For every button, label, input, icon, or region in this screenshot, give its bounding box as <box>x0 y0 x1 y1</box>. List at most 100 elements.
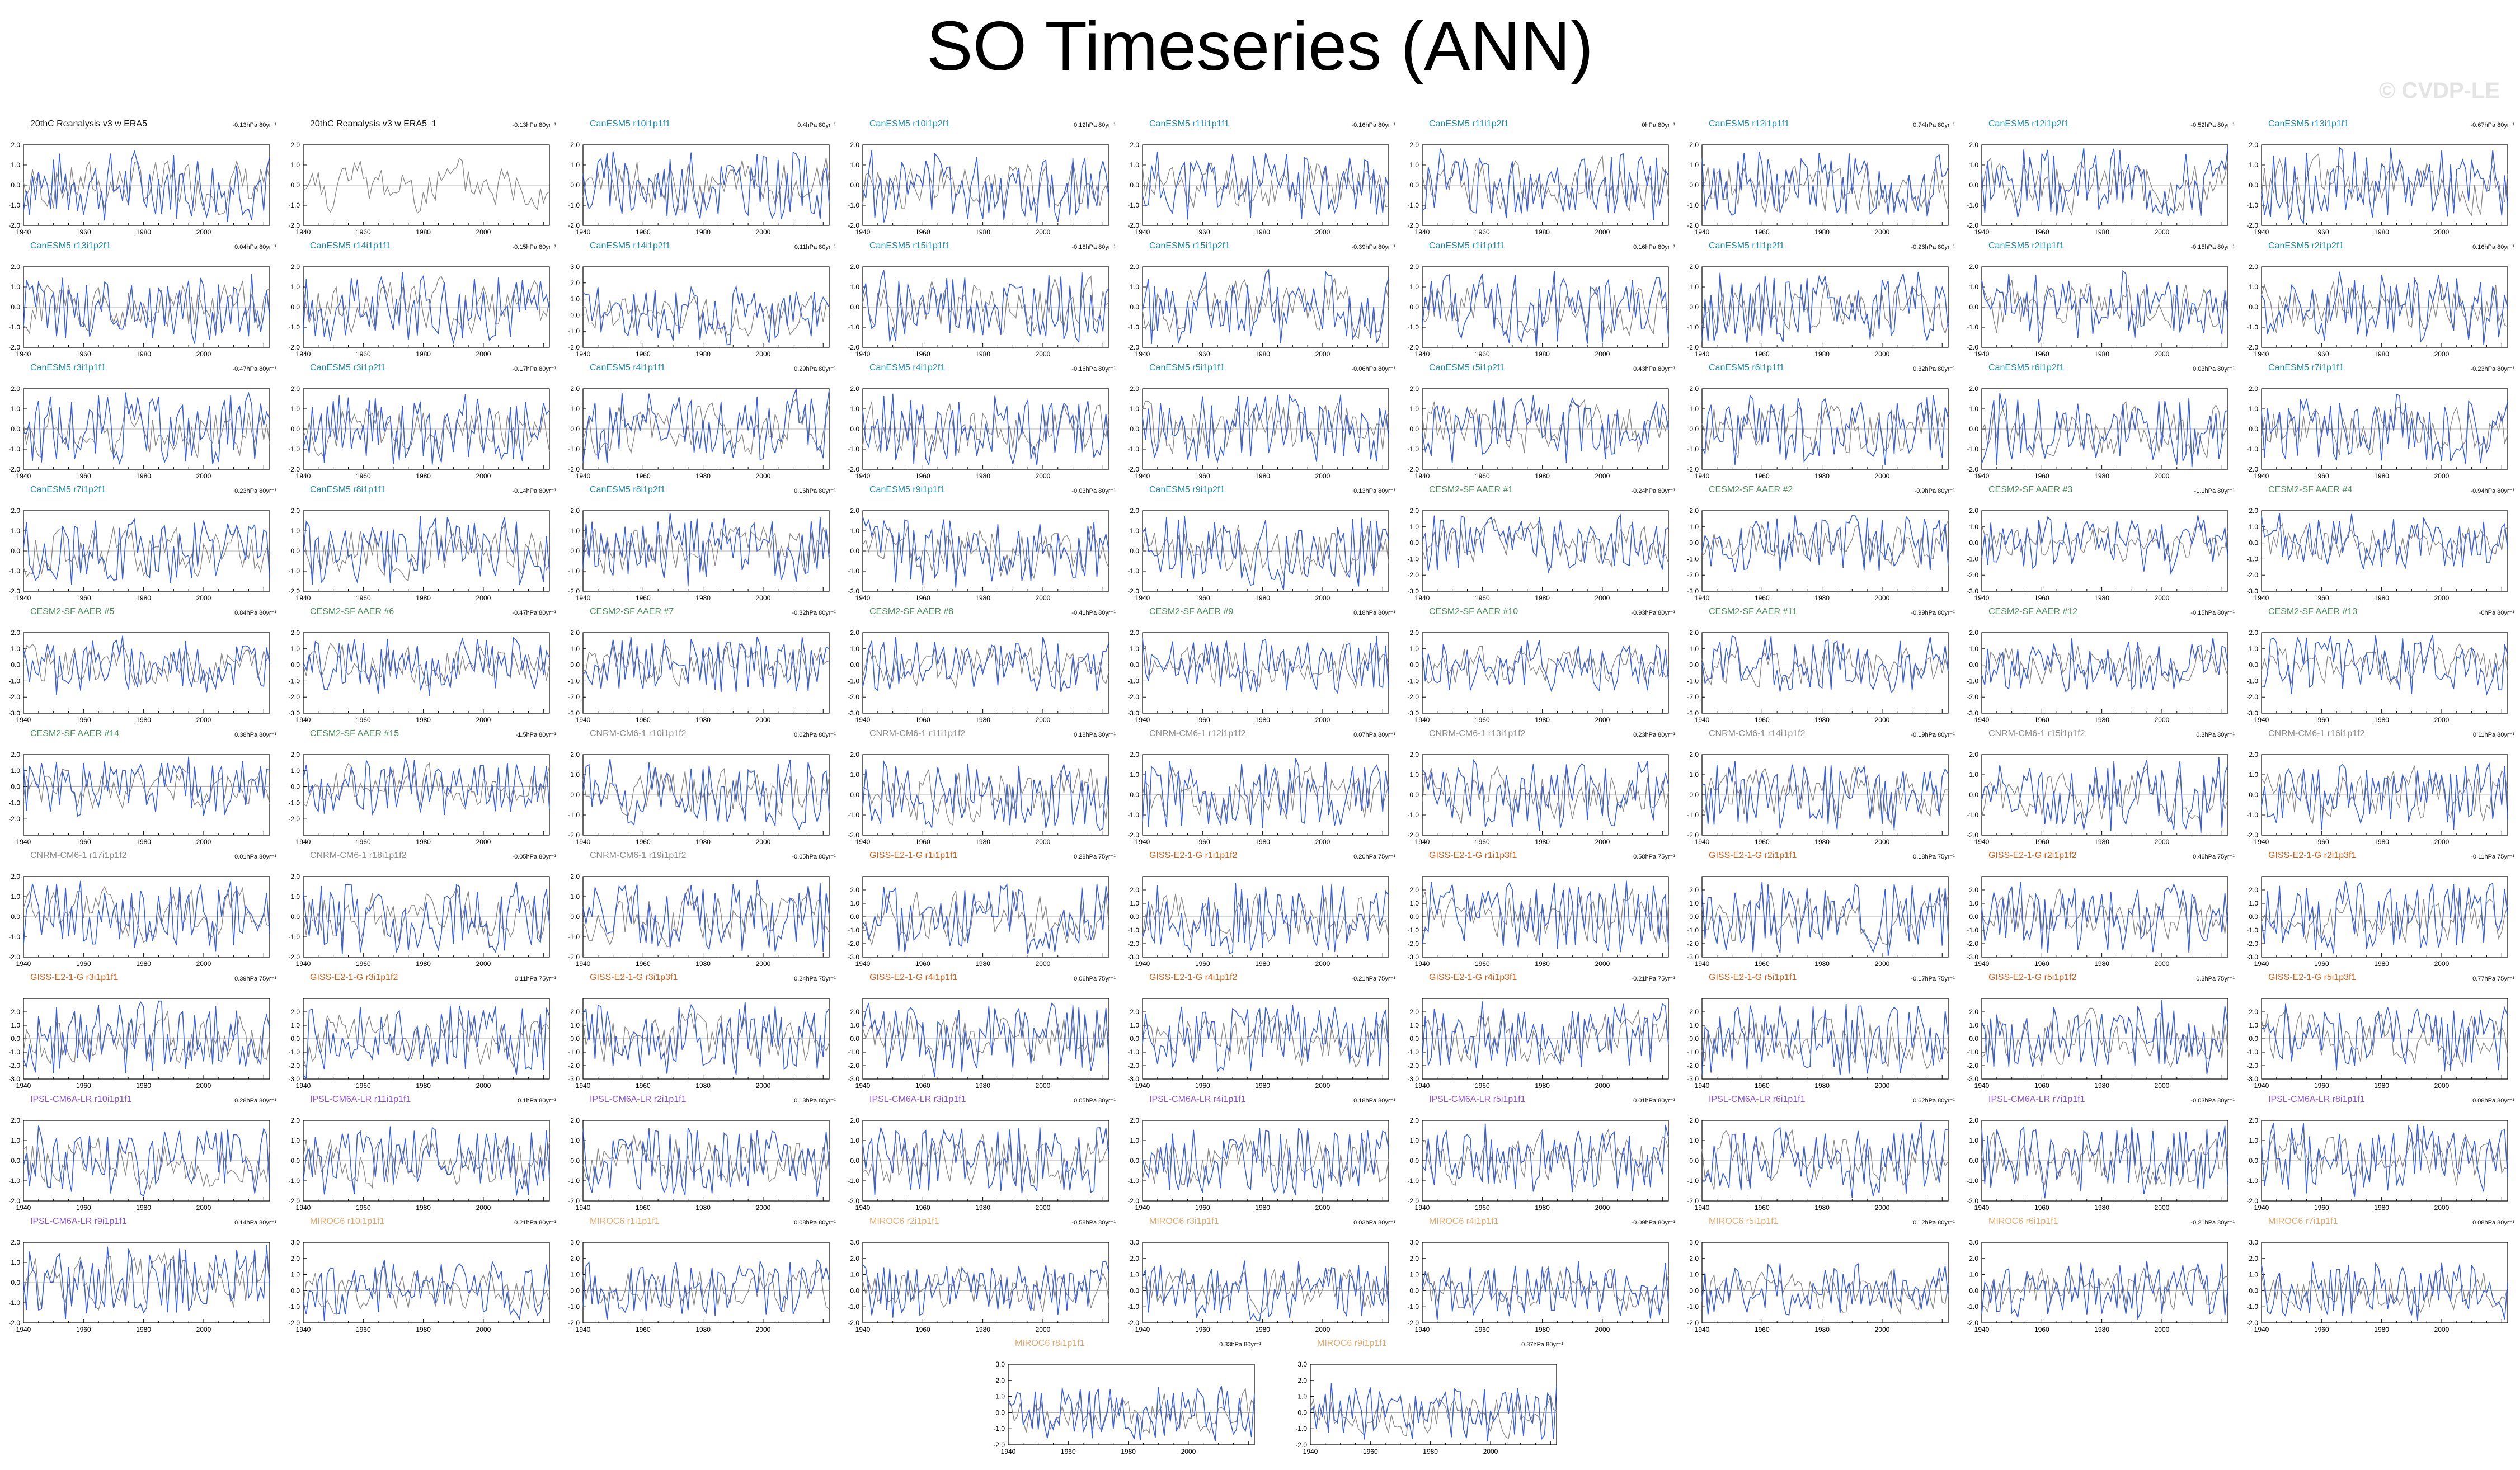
series-line-ensemble <box>1142 640 1389 690</box>
y-tick-label: -1.0 <box>1967 677 1978 685</box>
y-tick-label: -1.0 <box>1687 445 1699 453</box>
panel-trend: 0.1hPa 80yr⁻¹ <box>518 1097 556 1104</box>
series-line-member <box>1981 882 2228 953</box>
y-tick-label: -1.0 <box>8 933 20 941</box>
panel-trend: 0.08hPa 80yr⁻¹ <box>794 1219 836 1226</box>
y-tick-label: 3.0 <box>995 1360 1005 1368</box>
timeseries-panel: CESM2-SF AAER #7 -0.32hPa 80yr⁻¹ 2.0 1.0 0.0… <box>560 607 839 731</box>
y-tick-label: 1.0 <box>1689 771 1699 779</box>
timeseries-panel: CanESM5 r2i1p1f1 -0.15hPa 80yr⁻¹ 2.0 1.0 0.0… <box>1958 241 2238 365</box>
x-tick-label: 2000 <box>476 716 491 724</box>
x-tick-label: 1960 <box>76 228 91 236</box>
y-tick-label: 1.0 <box>1130 1271 1139 1279</box>
timeseries-panel: MIROC6 r4i1p1f1 -0.09hPa 80yr⁻¹ 3.0 2.0 1.0 0… <box>1399 1217 1679 1341</box>
timeseries-panel: CanESM5 r6i1p2f1 0.03hPa 80yr⁻¹ 2.0 1.0 0.0 -… <box>1958 363 2238 487</box>
x-tick-label: 1960 <box>636 1082 651 1090</box>
timeseries-panel: CanESM5 r14i1p2f1 0.11hPa 80yr⁻¹ 3.0 2.0 1.0… <box>560 241 839 365</box>
timeseries-panel: CanESM5 r8i1p2f1 0.16hPa 80yr⁻¹ 2.0 1.0 0.0 -… <box>560 485 839 609</box>
x-tick-label: 2000 <box>1875 228 1890 236</box>
x-tick-label: 1960 <box>1195 960 1210 968</box>
x-tick-label: 1940 <box>16 472 31 480</box>
series-line-member <box>1142 1128 1389 1195</box>
panel-title: GISS-E2-1-G r5i1p3f1 <box>2268 973 2357 982</box>
panel-title: MIROC6 r1i1p1f1 <box>590 1217 660 1226</box>
x-tick-label: 1980 <box>695 716 711 724</box>
x-tick-label: 1960 <box>356 1204 371 1212</box>
y-tick-label: -2.0 <box>1407 1062 1419 1069</box>
x-tick-label: 2000 <box>2434 594 2450 602</box>
x-tick-label: 1980 <box>1814 716 1830 724</box>
x-tick-label: 1980 <box>2094 1204 2109 1212</box>
y-tick-label: -1.0 <box>288 677 300 685</box>
panel-title: CanESM5 r7i1p2f1 <box>30 485 106 494</box>
series-line-member <box>862 637 1109 692</box>
y-tick-label: -1.0 <box>568 1177 580 1185</box>
x-tick-label: 1960 <box>915 1082 930 1090</box>
series-line-member <box>1422 1001 1669 1068</box>
timeseries-panel: IPSL-CM6A-LR r4i1p1f1 0.18hPa 80yr⁻¹ 2.0 1.… <box>1119 1095 1399 1219</box>
series-line-member <box>1142 152 1389 220</box>
y-tick-label: -2.0 <box>848 831 859 839</box>
x-tick-label: 1940 <box>855 716 871 724</box>
y-tick-label: -1.0 <box>568 811 580 819</box>
y-tick-label: -3.0 <box>1687 587 1699 595</box>
series-line-ensemble <box>1422 888 1669 943</box>
panel-trend: 0.13hPa 80yr⁻¹ <box>794 1097 836 1104</box>
x-tick-label: 2000 <box>1875 716 1890 724</box>
y-tick-label: 0.0 <box>1689 181 1699 189</box>
panel-trend: -0.9hPa 80yr⁻¹ <box>1914 488 1955 494</box>
x-tick-label: 1940 <box>855 1204 871 1212</box>
y-tick-label: 2.0 <box>2249 263 2258 271</box>
y-tick-label: -1.0 <box>848 1303 859 1311</box>
y-tick-label: 1.0 <box>1130 527 1139 535</box>
y-tick-label: -1.0 <box>568 677 580 685</box>
timeseries-panel: IPSL-CM6A-LR r3i1p1f1 0.05hPa 80yr⁻¹ 2.0 1.… <box>839 1095 1119 1219</box>
y-tick-label: -2.0 <box>2246 1062 2258 1069</box>
x-tick-label: 1940 <box>1695 1326 1710 1334</box>
panel-trend: 0.23hPa 80yr⁻¹ <box>234 488 276 494</box>
x-tick-label: 2000 <box>1036 838 1051 846</box>
x-tick-label: 1980 <box>2374 1082 2389 1090</box>
y-tick-label: -2.0 <box>288 953 300 961</box>
plot-frame <box>1422 1242 1669 1323</box>
x-tick-label: 2000 <box>1036 1082 1051 1090</box>
y-tick-label: 1.0 <box>290 1021 300 1029</box>
y-tick-label: 1.0 <box>290 527 300 535</box>
panel-trend: 0.03hPa 80yr⁻¹ <box>1353 1219 1395 1226</box>
series-line-ensemble <box>1142 1134 1389 1185</box>
series-line-member <box>23 880 270 952</box>
y-tick-label: 1.0 <box>11 405 20 413</box>
panel-title: CanESM5 r12i1p1f1 <box>1709 119 1790 129</box>
panel-title: MIROC6 r4i1p1f1 <box>1429 1217 1499 1226</box>
panel-trend: -0.15hPa 80yr⁻¹ <box>512 244 556 251</box>
series-line-ensemble <box>303 762 550 811</box>
panel-title: CanESM5 r6i1p1f1 <box>1709 363 1785 373</box>
panel-trend: -0.17hPa 80yr⁻¹ <box>512 366 556 373</box>
y-tick-label: -2.0 <box>568 343 580 351</box>
x-tick-label: 2000 <box>756 1204 771 1212</box>
timeseries-panel: CanESM5 r9i1p1f1 -0.03hPa 80yr⁻¹ 2.0 1.0 0.0… <box>839 485 1119 609</box>
y-tick-label: -2.0 <box>1687 693 1699 701</box>
panel-title: IPSL-CM6A-LR r3i1p1f1 <box>869 1095 966 1104</box>
y-tick-label: 0.0 <box>570 181 580 189</box>
x-tick-label: 1980 <box>1255 1204 1270 1212</box>
y-tick-label: 1.0 <box>570 645 580 653</box>
timeseries-panel: CESM2-SF AAER #9 0.18hPa 80yr⁻¹ 2.0 1.0 0.0 -… <box>1119 607 1399 731</box>
y-tick-label: 2.0 <box>290 1116 300 1124</box>
y-tick-label: -1.0 <box>1967 201 1978 209</box>
y-tick-label: 2.0 <box>1130 751 1139 758</box>
series-line-member <box>582 285 830 346</box>
series-line-member <box>1981 147 2228 218</box>
y-tick-label: -2.0 <box>1967 343 1978 351</box>
panel-title: GISS-E2-1-G r3i1p1f2 <box>310 973 398 982</box>
x-tick-label: 1940 <box>855 594 871 602</box>
y-tick-label: -2.0 <box>8 1319 20 1327</box>
x-tick-label: 1940 <box>2254 1082 2269 1090</box>
y-tick-label: -1.0 <box>568 933 580 941</box>
